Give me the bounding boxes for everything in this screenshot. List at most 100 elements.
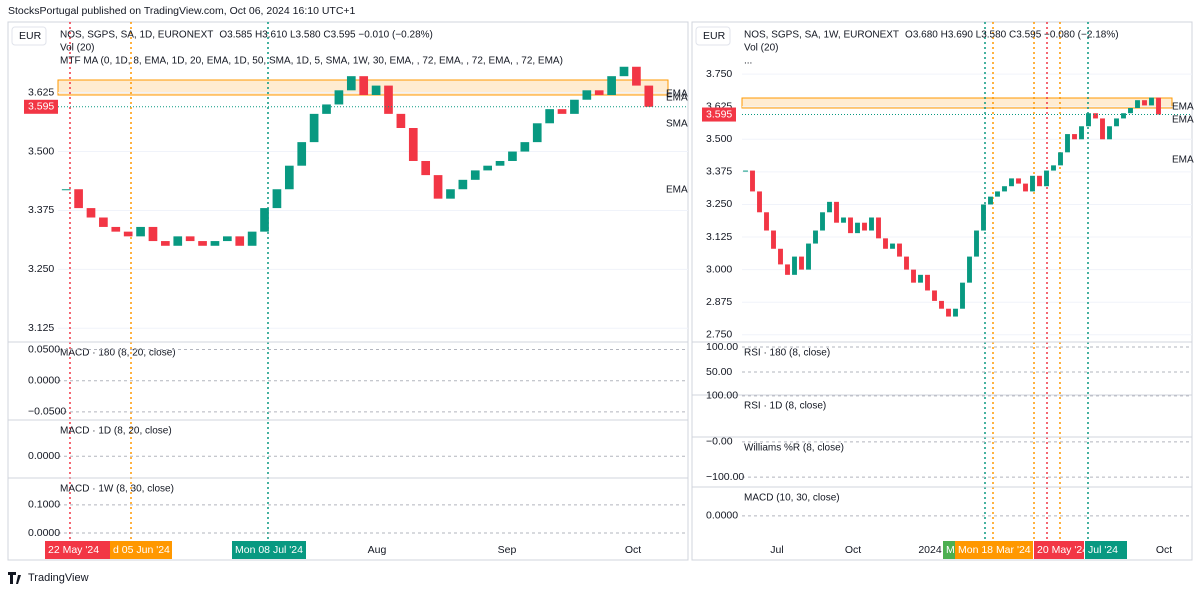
candle [750, 170, 755, 192]
pane-title: RSI · 1D (8, close) [744, 401, 826, 412]
y-tick-label: 3.250 [28, 263, 54, 275]
candle [757, 191, 762, 213]
candle [297, 142, 307, 166]
legend-line: MTF MA (0, 1D, 8, EMA, 1D, 20, EMA, 1D, … [60, 56, 563, 67]
candle [911, 269, 916, 283]
y-tick-label: 3.500 [706, 133, 732, 145]
date-tag [45, 541, 110, 559]
candle [508, 151, 517, 161]
candle [1002, 186, 1007, 192]
candle [396, 113, 406, 128]
candle [932, 290, 937, 301]
candle [743, 170, 748, 172]
candle [1058, 152, 1063, 166]
date-tag [110, 541, 172, 559]
publisher: StocksPortugal published on TradingView.… [8, 5, 356, 17]
candle [607, 76, 616, 96]
currency: EUR [703, 30, 726, 42]
legend-line: ... [744, 56, 752, 67]
candle [520, 142, 530, 152]
pane-tick-label: 0.0000 [28, 527, 60, 539]
legend-ohlc: O3.585 H3.610 L3.580 C3.595 −0.010 (−0.2… [219, 30, 433, 41]
candle [223, 236, 232, 242]
date-tag-label: Mon 18 Mar '24 [958, 544, 1031, 556]
candle [771, 230, 776, 249]
candle [764, 212, 769, 231]
candle [1128, 108, 1133, 114]
candle [260, 208, 269, 232]
candle [918, 274, 923, 283]
candle [988, 196, 993, 205]
candle [284, 165, 294, 190]
candle [446, 189, 455, 199]
candle [855, 222, 860, 234]
candle [848, 217, 853, 234]
y-tick-label: 3.000 [706, 263, 732, 275]
legend-title: NOS, SGPS, SA, 1W, EURONEXT [744, 30, 899, 41]
resistance-zone [741, 97, 1173, 109]
date-tag-label: M [946, 544, 955, 556]
candle [458, 179, 468, 190]
candle [421, 160, 431, 176]
candle [876, 217, 881, 239]
y-tick-label: 3.500 [28, 145, 54, 157]
date-tag [943, 541, 955, 559]
y-tick-label: 2.875 [706, 296, 732, 308]
candle [792, 256, 797, 275]
candle [1121, 113, 1126, 119]
candle [1023, 183, 1028, 192]
candle [869, 217, 874, 231]
candle [925, 274, 930, 291]
candle [834, 201, 839, 223]
y-tick-label: 3.125 [706, 231, 732, 243]
pane-tick-label: 0.0000 [706, 510, 738, 522]
x-tick-label: Aug [368, 544, 387, 556]
candle [960, 282, 965, 309]
candle [883, 238, 888, 249]
pane-tick-label: 0.0000 [28, 450, 60, 462]
candle [862, 222, 867, 231]
candle [86, 208, 96, 218]
candle [644, 85, 654, 107]
date-tag-label: Jul '24 [1088, 544, 1118, 556]
currency-button[interactable] [11, 26, 47, 46]
currency-button[interactable] [695, 26, 731, 46]
pane-tick-label: −0.0500 [28, 406, 66, 418]
candle [820, 212, 825, 231]
candle [74, 189, 83, 209]
y-tick-label: 3.375 [28, 204, 54, 216]
candle [1044, 170, 1049, 187]
candle [148, 226, 158, 242]
x-tick-label: Oct [1156, 544, 1172, 556]
candle [235, 236, 245, 246]
date-tag-label: Mon 08 Jul '24 [235, 544, 303, 556]
candle [532, 123, 542, 143]
date-tag-label: 22 May '24 [48, 544, 99, 556]
candle [123, 231, 133, 237]
pane-tick-label: 100.00 [706, 341, 738, 353]
ma-label: EMA [666, 93, 688, 104]
candle [557, 109, 567, 114]
candle [161, 241, 170, 246]
last-price-box [24, 99, 58, 114]
candle [322, 104, 331, 114]
x-tick-label: Oct [625, 544, 641, 556]
ma-label: EMA [666, 185, 688, 196]
candle [981, 204, 986, 231]
date-tag-label: d 05 Jun '24 [113, 544, 170, 556]
candle [939, 300, 944, 309]
ma-label: EMA [666, 89, 688, 100]
right-panel [691, 21, 1193, 561]
candle [1072, 134, 1077, 140]
ma-label: EMA [1172, 102, 1194, 113]
candle [470, 170, 480, 180]
candle [185, 236, 195, 242]
x-tick-label: Sep [498, 544, 517, 556]
x-tick-label: 2024 [918, 544, 942, 556]
pane-tick-label: 0.0000 [28, 374, 60, 386]
candle [371, 85, 381, 96]
y-tick-label: 3.625 [28, 86, 54, 98]
candle [359, 76, 369, 96]
candle [99, 217, 108, 227]
